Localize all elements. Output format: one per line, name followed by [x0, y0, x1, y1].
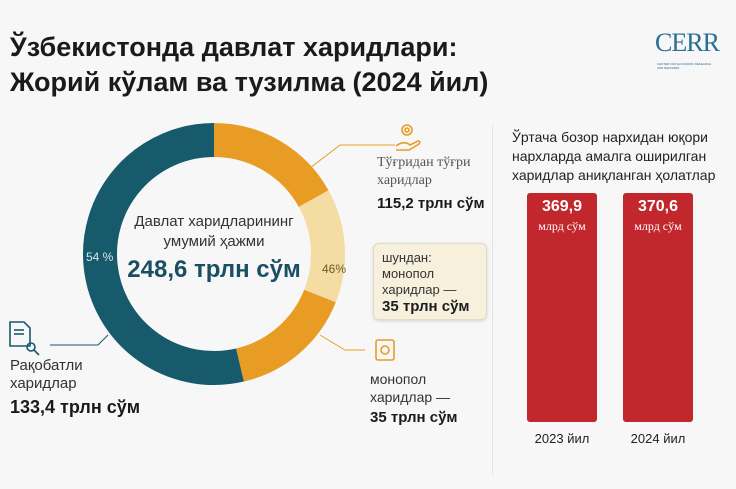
label-line: харидлар: [10, 375, 77, 392]
category-label: 2023 йил: [534, 431, 590, 446]
bar: [527, 193, 597, 422]
label-line: харидлар —: [370, 389, 451, 405]
category-label: 2024 йил: [630, 431, 686, 446]
bar-value-label: 369,9: [541, 198, 583, 216]
label-line: Тўғридан тўғри: [377, 155, 471, 170]
monopoly-icon: [375, 339, 395, 361]
slice-direct: [235, 289, 336, 382]
percent-competitive: 54 %: [86, 250, 114, 264]
label-direct: Тўғридан тўғри харидлар: [377, 154, 470, 190]
divider: [492, 125, 493, 475]
logo-subtitle: CENTER FOR ECONOMIC RESEARCH AND REFORMS: [657, 62, 712, 70]
value-competitive: 133,4 трлн сўм: [10, 397, 141, 417]
percent-direct: 46%: [322, 262, 347, 276]
bar: [623, 193, 693, 422]
bar-unit-label: млрд сўм: [634, 219, 682, 233]
title-line: нархларда амалга оширилган: [512, 148, 707, 164]
title-line: харидлар аниқланган ҳолатлар: [512, 167, 716, 183]
cerr-logo: CERR: [655, 28, 720, 57]
title-line: Ўзбекистонда давлат харидлари:: [10, 32, 458, 62]
monopoly-callout: шундан: монопол харидлар — 35 трлн сўм: [373, 243, 487, 320]
label-competitive: Рақобатли харидлар: [10, 357, 83, 393]
title-line: Жорий кўлам ва тузилма (2024 йил): [10, 67, 489, 97]
callout-line: монопол: [382, 266, 435, 281]
callout-line: шундан:: [382, 250, 432, 265]
bar-unit-label: млрд сўм: [538, 219, 586, 234]
center-line: умумий ҳажми: [163, 233, 265, 250]
slice-monopoly: [298, 190, 345, 303]
leader-line-monopoly: [319, 334, 365, 351]
label-line: харидлар: [377, 173, 432, 188]
label-line: Рақобатли: [10, 357, 83, 374]
page-title: Ўзбекистонда давлат харидлари: Жорий кўл…: [10, 30, 488, 100]
bar-chart-title: Ўртача бозор нархидан юқори нархларда ам…: [512, 128, 732, 185]
donut-total: 248,6 трлн сўм: [127, 256, 301, 283]
slice-competitive: [83, 123, 244, 385]
label-monopoly: монопол харидлар —: [370, 370, 450, 406]
bar-value-label: 370,6: [637, 198, 679, 215]
leader-line-direct: [309, 144, 395, 169]
callout-value: 35 трлн сўм: [382, 298, 470, 315]
document-search-icon: [9, 321, 40, 356]
value-monopoly: 35 трлн сўм: [370, 409, 458, 426]
donut-center-label: Давлат харидларининг умумий ҳажми: [134, 212, 294, 252]
callout-line: харидлар —: [382, 282, 457, 297]
title-line: Ўртача бозор нархидан юқори: [512, 129, 709, 145]
label-line: монопол: [370, 371, 427, 387]
center-line: Давлат харидларининг: [134, 213, 294, 230]
leader-line-competitive: [50, 334, 109, 346]
gear-hand-icon: [395, 124, 421, 151]
slice-direct: [213, 123, 329, 208]
value-direct: 115,2 трлн сўм: [377, 195, 485, 212]
